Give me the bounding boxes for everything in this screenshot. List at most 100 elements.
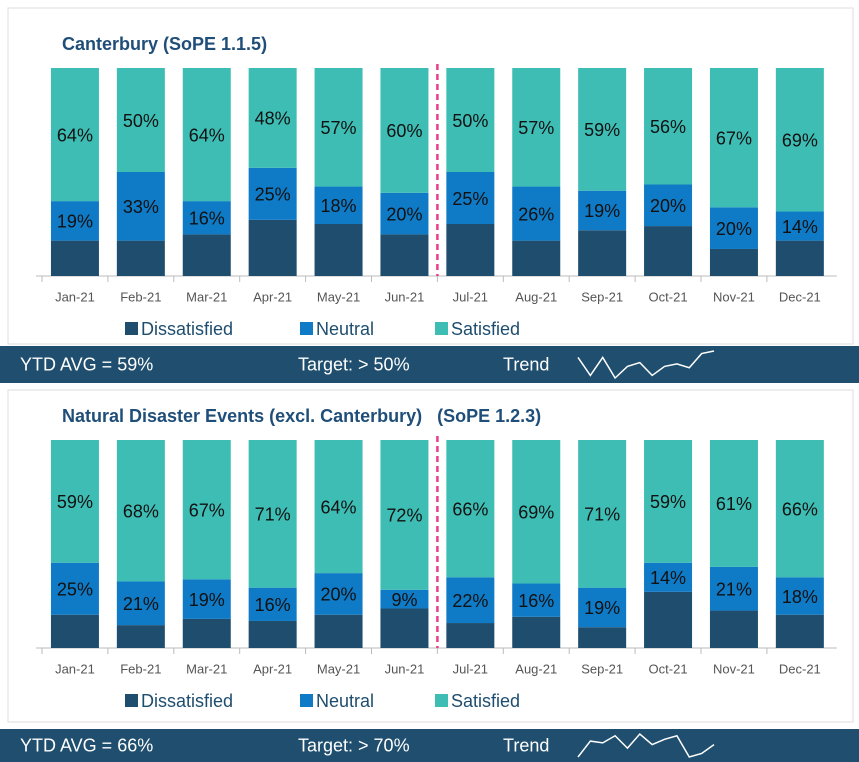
bar-segment: [50, 68, 99, 202]
bar-segment: [578, 190, 627, 231]
bar-segment: [182, 68, 231, 202]
legend-label: Neutral: [316, 319, 374, 339]
bar-segment: [775, 68, 824, 212]
data-label: 16%: [518, 591, 554, 611]
bar-segment: [709, 68, 758, 208]
bar-segment: [116, 440, 165, 582]
target: Target: > 70%: [298, 735, 410, 755]
data-label: 22%: [452, 591, 488, 611]
bar-segment: [182, 579, 231, 619]
bar-segment: [644, 562, 693, 592]
x-tick-label: Dec-21: [779, 661, 821, 676]
legend-label: Dissatisfied: [141, 691, 233, 711]
x-tick-label: Apr-21: [253, 661, 292, 676]
bar-segment: [644, 591, 693, 648]
bar-segment: [182, 618, 231, 648]
legend-swatch: [435, 322, 448, 335]
bar-segment: [644, 440, 693, 563]
bar-segment: [182, 201, 231, 235]
x-tick-label: Mar-21: [186, 289, 227, 304]
data-label: 64%: [57, 125, 93, 145]
x-tick-label: Aug-21: [515, 661, 557, 676]
bar-segment: [644, 184, 693, 227]
bar-segment: [248, 587, 297, 621]
x-tick-label: Aug-21: [515, 289, 557, 304]
legend-swatch: [125, 322, 138, 335]
data-label: 26%: [518, 204, 554, 224]
bar-segment: [314, 224, 363, 276]
trend-sparkline: [577, 350, 715, 380]
bar-segment: [380, 440, 429, 590]
data-label: 57%: [321, 118, 357, 138]
legend-label: Satisfied: [451, 319, 520, 339]
bar-segment: [446, 623, 495, 648]
x-tick-label: Sep-21: [581, 661, 623, 676]
legend-label: Neutral: [316, 691, 374, 711]
data-label: 9%: [391, 590, 417, 610]
data-label: 66%: [782, 499, 818, 519]
target: Target: > 50%: [298, 354, 410, 374]
bar-segment: [775, 577, 824, 615]
bar-segment: [578, 627, 627, 648]
bar-segment: [446, 440, 495, 578]
data-label: 60%: [386, 121, 422, 141]
data-label: 72%: [386, 506, 422, 526]
trend-sparkline: [577, 732, 715, 758]
x-tick-label: Feb-21: [120, 661, 161, 676]
bar-segment: [512, 186, 561, 241]
bar-segment: [50, 201, 99, 241]
bar-segment: [314, 440, 363, 574]
x-tick-label: Oct-21: [649, 661, 688, 676]
bar-segment: [709, 610, 758, 648]
x-tick-label: Sep-21: [581, 289, 623, 304]
bar-segment: [50, 614, 99, 648]
bar-segment: [775, 440, 824, 578]
x-tick-label: Mar-21: [186, 661, 227, 676]
bar-segment: [512, 583, 561, 617]
bar-segment: [380, 234, 429, 276]
data-label: 14%: [650, 568, 686, 588]
legend-swatch: [300, 322, 313, 335]
bar-segment: [512, 68, 561, 187]
data-label: 71%: [584, 505, 620, 525]
data-label: 19%: [584, 201, 620, 221]
data-label: 25%: [452, 189, 488, 209]
x-tick-label: May-21: [317, 289, 360, 304]
bar-segment: [116, 625, 165, 648]
data-label: 59%: [650, 492, 686, 512]
x-tick-label: Nov-21: [713, 289, 755, 304]
panel-border: [7, 7, 854, 345]
bar-segment: [578, 68, 627, 191]
bar-segment: [314, 186, 363, 224]
bar-segment: [380, 608, 429, 648]
bar-segment: [248, 167, 297, 220]
bar-segment: [380, 68, 429, 193]
bar-segment: [116, 172, 165, 241]
banner: [0, 346, 859, 383]
bar-segment: [578, 440, 627, 588]
data-label: 21%: [123, 594, 159, 614]
data-label: 19%: [57, 212, 93, 232]
data-label: 18%: [782, 587, 818, 607]
data-label: 16%: [255, 595, 291, 615]
bar-segment: [512, 616, 561, 648]
data-label: 50%: [123, 111, 159, 131]
data-label: 33%: [123, 197, 159, 217]
bar-segment: [50, 440, 99, 563]
bar-segment: [380, 589, 429, 609]
bar-segment: [446, 68, 495, 172]
bar-segment: [182, 440, 231, 580]
bar-segment: [248, 440, 297, 588]
bar-segment: [709, 566, 758, 611]
x-tick-label: Jan-21: [55, 661, 95, 676]
bar-segment: [50, 562, 99, 615]
data-label: 20%: [716, 219, 752, 239]
bar-segment: [446, 172, 495, 224]
panel-border: [7, 389, 854, 723]
banner: [0, 729, 859, 762]
x-tick-label: Dec-21: [779, 289, 821, 304]
data-label: 25%: [255, 185, 291, 205]
data-label: 57%: [518, 118, 554, 138]
data-label: 71%: [255, 505, 291, 525]
